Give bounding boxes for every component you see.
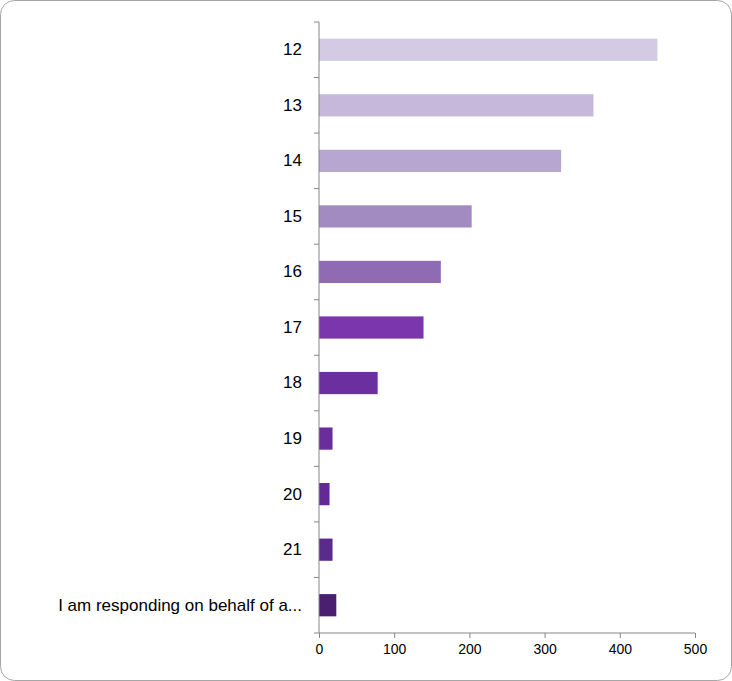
bars — [319, 39, 657, 617]
bar — [319, 150, 561, 172]
x-tick: 300 — [533, 633, 557, 657]
frame — [1, 1, 732, 681]
y-tick: 13 — [283, 96, 319, 115]
x-tick-line — [469, 633, 470, 638]
y-tick-label: 21 — [283, 540, 302, 559]
y-tick-label: 13 — [283, 96, 302, 115]
y-boundary-tick — [314, 633, 319, 634]
y-tick: 18 — [283, 373, 319, 392]
x-tick-label: 300 — [533, 641, 557, 657]
y-tick: 20 — [283, 485, 319, 504]
bar — [319, 483, 330, 505]
y-boundary-ticks — [314, 22, 319, 633]
y-boundary-tick — [314, 466, 319, 467]
bar — [319, 316, 424, 338]
x-tick-line — [319, 633, 320, 638]
y-tick: 14 — [283, 151, 319, 170]
y-tick-label: I am responding on behalf of a... — [58, 596, 302, 615]
y-tick: 16 — [283, 262, 319, 281]
x-tick-line — [620, 633, 621, 638]
y-boundary-tick — [314, 521, 319, 522]
y-tick: 19 — [283, 429, 319, 448]
y-tick: 12 — [283, 40, 319, 59]
x-tick: 0 — [316, 633, 324, 657]
x-axis-line — [319, 633, 695, 634]
y-boundary-tick — [314, 77, 319, 78]
y-tick-label: 18 — [283, 373, 302, 392]
y-axis-line — [319, 22, 320, 633]
y-boundary-tick — [314, 577, 319, 578]
y-boundary-tick — [314, 188, 319, 189]
y-boundary-tick — [314, 299, 319, 300]
x-tick-label: 400 — [609, 641, 633, 657]
y-tick: 17 — [283, 318, 319, 337]
x-tick-label: 100 — [383, 641, 407, 657]
y-boundary-tick — [314, 133, 319, 134]
x-tick-label: 200 — [458, 641, 482, 657]
bar — [319, 427, 333, 449]
x-tick-line — [394, 633, 395, 638]
y-tick-label: 19 — [283, 429, 302, 448]
y-boundary-tick — [314, 244, 319, 245]
y-tick-label: 17 — [283, 318, 302, 337]
x-axis: 0 100 200 300 400 500 — [316, 633, 708, 657]
bar — [319, 39, 657, 61]
y-boundary-tick — [314, 22, 319, 23]
y-tick-label: 15 — [283, 207, 302, 226]
x-tick-label: 500 — [684, 641, 708, 657]
y-tick: 21 — [283, 540, 319, 559]
bar — [319, 205, 472, 227]
y-tick-label: 20 — [283, 485, 302, 504]
x-tick: 100 — [383, 633, 407, 657]
chart: 12 13 14 15 16 17 18 19 20 21 I am responding on b… — [0, 0, 732, 681]
y-boundary-tick — [314, 355, 319, 356]
bar — [319, 594, 336, 616]
x-tick: 200 — [458, 633, 482, 657]
bar — [319, 94, 593, 116]
y-tick-label: 16 — [283, 262, 302, 281]
y-tick: I am responding on behalf of a... — [58, 596, 319, 615]
bar — [319, 372, 378, 394]
bar — [319, 261, 441, 283]
x-tick: 500 — [684, 633, 708, 657]
x-tick-label: 0 — [316, 641, 324, 657]
x-tick: 400 — [609, 633, 633, 657]
y-tick-label: 14 — [283, 151, 302, 170]
x-tick-line — [695, 633, 696, 638]
y-boundary-tick — [314, 410, 319, 411]
x-tick-line — [545, 633, 546, 638]
y-tick-label: 12 — [283, 40, 302, 59]
y-tick: 15 — [283, 207, 319, 226]
bar — [319, 539, 333, 561]
y-axis: 12 13 14 15 16 17 18 19 20 21 I am responding on b… — [58, 22, 319, 633]
